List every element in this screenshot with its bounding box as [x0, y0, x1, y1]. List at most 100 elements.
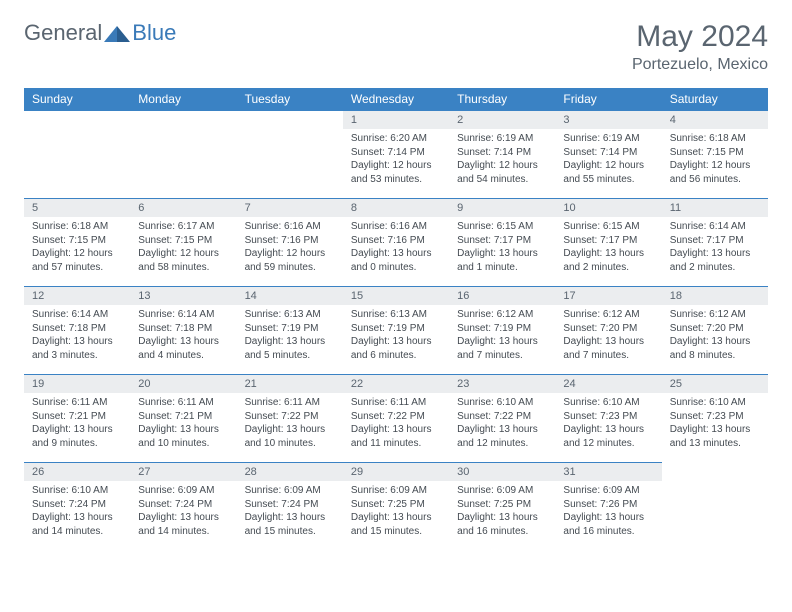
day-details: Sunrise: 6:19 AMSunset: 7:14 PMDaylight:…	[449, 129, 555, 192]
day-number: 23	[449, 375, 555, 393]
calendar-header-row: SundayMondayTuesdayWednesdayThursdayFrid…	[24, 88, 768, 110]
day-details: Sunrise: 6:12 AMSunset: 7:20 PMDaylight:…	[555, 305, 661, 368]
day-number: 31	[555, 463, 661, 481]
day-number: 24	[555, 375, 661, 393]
day-details: Sunrise: 6:15 AMSunset: 7:17 PMDaylight:…	[555, 217, 661, 280]
calendar-day-cell: 21Sunrise: 6:11 AMSunset: 7:22 PMDayligh…	[237, 374, 343, 462]
day-details: Sunrise: 6:12 AMSunset: 7:19 PMDaylight:…	[449, 305, 555, 368]
day-details: Sunrise: 6:14 AMSunset: 7:18 PMDaylight:…	[24, 305, 130, 368]
day-details: Sunrise: 6:19 AMSunset: 7:14 PMDaylight:…	[555, 129, 661, 192]
day-details: Sunrise: 6:20 AMSunset: 7:14 PMDaylight:…	[343, 129, 449, 192]
logo-text-general: General	[24, 20, 102, 46]
calendar-day-cell: 11Sunrise: 6:14 AMSunset: 7:17 PMDayligh…	[662, 198, 768, 286]
day-number: 22	[343, 375, 449, 393]
header: General Blue May 2024 Portezuelo, Mexico	[24, 20, 768, 74]
month-title: May 2024	[632, 20, 768, 54]
calendar-day-cell: 31Sunrise: 6:09 AMSunset: 7:26 PMDayligh…	[555, 462, 661, 550]
day-details: Sunrise: 6:17 AMSunset: 7:15 PMDaylight:…	[130, 217, 236, 280]
day-number: 8	[343, 199, 449, 217]
calendar-day-cell: 1Sunrise: 6:20 AMSunset: 7:14 PMDaylight…	[343, 110, 449, 198]
day-number: 27	[130, 463, 236, 481]
calendar-day-cell: 14Sunrise: 6:13 AMSunset: 7:19 PMDayligh…	[237, 286, 343, 374]
logo: General Blue	[24, 20, 176, 46]
day-details: Sunrise: 6:09 AMSunset: 7:26 PMDaylight:…	[555, 481, 661, 544]
day-number: 25	[662, 375, 768, 393]
day-details: Sunrise: 6:11 AMSunset: 7:22 PMDaylight:…	[237, 393, 343, 456]
day-details: Sunrise: 6:09 AMSunset: 7:25 PMDaylight:…	[449, 481, 555, 544]
day-details: Sunrise: 6:14 AMSunset: 7:17 PMDaylight:…	[662, 217, 768, 280]
day-details: Sunrise: 6:09 AMSunset: 7:24 PMDaylight:…	[237, 481, 343, 544]
day-details: Sunrise: 6:18 AMSunset: 7:15 PMDaylight:…	[662, 129, 768, 192]
weekday-header: Tuesday	[237, 88, 343, 110]
calendar-day-cell: 26Sunrise: 6:10 AMSunset: 7:24 PMDayligh…	[24, 462, 130, 550]
day-number: 17	[555, 287, 661, 305]
calendar-blank-cell	[237, 110, 343, 198]
day-number: 2	[449, 111, 555, 129]
calendar-day-cell: 2Sunrise: 6:19 AMSunset: 7:14 PMDaylight…	[449, 110, 555, 198]
weekday-header: Friday	[555, 88, 661, 110]
day-details: Sunrise: 6:16 AMSunset: 7:16 PMDaylight:…	[343, 217, 449, 280]
day-number: 30	[449, 463, 555, 481]
calendar-blank-cell	[24, 110, 130, 198]
calendar-day-cell: 27Sunrise: 6:09 AMSunset: 7:24 PMDayligh…	[130, 462, 236, 550]
weekday-header: Wednesday	[343, 88, 449, 110]
calendar-day-cell: 16Sunrise: 6:12 AMSunset: 7:19 PMDayligh…	[449, 286, 555, 374]
day-number: 5	[24, 199, 130, 217]
day-details: Sunrise: 6:10 AMSunset: 7:23 PMDaylight:…	[555, 393, 661, 456]
day-details: Sunrise: 6:12 AMSunset: 7:20 PMDaylight:…	[662, 305, 768, 368]
day-details: Sunrise: 6:11 AMSunset: 7:21 PMDaylight:…	[130, 393, 236, 456]
day-details: Sunrise: 6:10 AMSunset: 7:23 PMDaylight:…	[662, 393, 768, 456]
calendar-blank-cell	[130, 110, 236, 198]
day-number: 11	[662, 199, 768, 217]
calendar-day-cell: 25Sunrise: 6:10 AMSunset: 7:23 PMDayligh…	[662, 374, 768, 462]
calendar-day-cell: 6Sunrise: 6:17 AMSunset: 7:15 PMDaylight…	[130, 198, 236, 286]
title-block: May 2024 Portezuelo, Mexico	[632, 20, 768, 74]
calendar-day-cell: 22Sunrise: 6:11 AMSunset: 7:22 PMDayligh…	[343, 374, 449, 462]
calendar-day-cell: 3Sunrise: 6:19 AMSunset: 7:14 PMDaylight…	[555, 110, 661, 198]
day-details: Sunrise: 6:10 AMSunset: 7:24 PMDaylight:…	[24, 481, 130, 544]
weekday-header: Saturday	[662, 88, 768, 110]
weekday-header: Monday	[130, 88, 236, 110]
calendar-day-cell: 28Sunrise: 6:09 AMSunset: 7:24 PMDayligh…	[237, 462, 343, 550]
day-details: Sunrise: 6:09 AMSunset: 7:24 PMDaylight:…	[130, 481, 236, 544]
logo-text-blue: Blue	[132, 20, 176, 46]
calendar-body: 1Sunrise: 6:20 AMSunset: 7:14 PMDaylight…	[24, 110, 768, 550]
calendar-day-cell: 20Sunrise: 6:11 AMSunset: 7:21 PMDayligh…	[130, 374, 236, 462]
calendar-day-cell: 24Sunrise: 6:10 AMSunset: 7:23 PMDayligh…	[555, 374, 661, 462]
day-number: 28	[237, 463, 343, 481]
day-details: Sunrise: 6:13 AMSunset: 7:19 PMDaylight:…	[237, 305, 343, 368]
day-number: 21	[237, 375, 343, 393]
calendar-day-cell: 19Sunrise: 6:11 AMSunset: 7:21 PMDayligh…	[24, 374, 130, 462]
calendar-day-cell: 9Sunrise: 6:15 AMSunset: 7:17 PMDaylight…	[449, 198, 555, 286]
day-number: 1	[343, 111, 449, 129]
location: Portezuelo, Mexico	[632, 56, 768, 74]
calendar-day-cell: 12Sunrise: 6:14 AMSunset: 7:18 PMDayligh…	[24, 286, 130, 374]
calendar-page: General Blue May 2024 Portezuelo, Mexico…	[0, 0, 792, 570]
calendar-day-cell: 17Sunrise: 6:12 AMSunset: 7:20 PMDayligh…	[555, 286, 661, 374]
day-number: 26	[24, 463, 130, 481]
day-details: Sunrise: 6:11 AMSunset: 7:21 PMDaylight:…	[24, 393, 130, 456]
day-number: 4	[662, 111, 768, 129]
day-details: Sunrise: 6:18 AMSunset: 7:15 PMDaylight:…	[24, 217, 130, 280]
day-number: 29	[343, 463, 449, 481]
day-number: 13	[130, 287, 236, 305]
weekday-header: Sunday	[24, 88, 130, 110]
calendar-day-cell: 23Sunrise: 6:10 AMSunset: 7:22 PMDayligh…	[449, 374, 555, 462]
day-number: 3	[555, 111, 661, 129]
calendar-day-cell: 7Sunrise: 6:16 AMSunset: 7:16 PMDaylight…	[237, 198, 343, 286]
calendar-day-cell: 5Sunrise: 6:18 AMSunset: 7:15 PMDaylight…	[24, 198, 130, 286]
day-number: 7	[237, 199, 343, 217]
logo-triangle-icon	[104, 24, 130, 42]
day-number: 6	[130, 199, 236, 217]
calendar-day-cell: 13Sunrise: 6:14 AMSunset: 7:18 PMDayligh…	[130, 286, 236, 374]
calendar-day-cell: 15Sunrise: 6:13 AMSunset: 7:19 PMDayligh…	[343, 286, 449, 374]
calendar-day-cell: 30Sunrise: 6:09 AMSunset: 7:25 PMDayligh…	[449, 462, 555, 550]
day-details: Sunrise: 6:10 AMSunset: 7:22 PMDaylight:…	[449, 393, 555, 456]
calendar-day-cell: 29Sunrise: 6:09 AMSunset: 7:25 PMDayligh…	[343, 462, 449, 550]
day-details: Sunrise: 6:11 AMSunset: 7:22 PMDaylight:…	[343, 393, 449, 456]
day-details: Sunrise: 6:14 AMSunset: 7:18 PMDaylight:…	[130, 305, 236, 368]
weekday-header: Thursday	[449, 88, 555, 110]
calendar-day-cell: 10Sunrise: 6:15 AMSunset: 7:17 PMDayligh…	[555, 198, 661, 286]
day-number: 20	[130, 375, 236, 393]
day-details: Sunrise: 6:09 AMSunset: 7:25 PMDaylight:…	[343, 481, 449, 544]
